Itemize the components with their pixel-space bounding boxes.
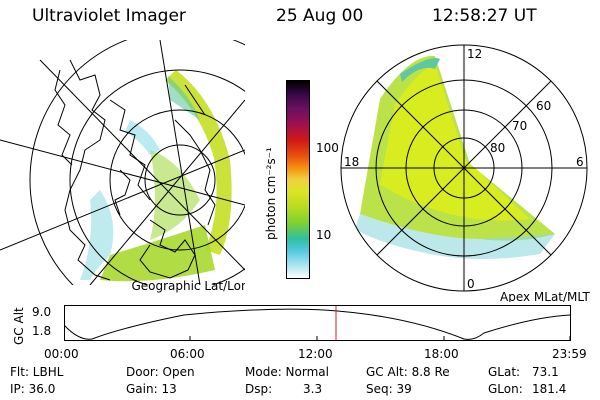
aurora-core xyxy=(380,64,530,221)
dsp-value: 3.3 xyxy=(303,382,323,396)
glon-value: 181.4 xyxy=(532,382,567,396)
seq-label: Seq: 39 xyxy=(366,382,412,396)
orbit-xtick-2359: 23:59 xyxy=(552,347,587,361)
orbit-xtick-0600: 06:00 xyxy=(170,347,205,361)
orbit-xtick-1800: 18:00 xyxy=(424,347,459,361)
mlt-label-6: 6 xyxy=(576,155,584,169)
colorbar xyxy=(286,80,310,279)
mag-caption: Apex MLat/MLT xyxy=(500,290,590,302)
glat-label: GLat: xyxy=(488,365,521,379)
mlt-label-0: 0 xyxy=(467,277,475,291)
mlat-label-80: 80 xyxy=(490,141,505,155)
aurora-diffuse-left xyxy=(80,190,114,280)
orbit-altitude-plot xyxy=(64,305,571,341)
orbit-ytick-high: 9.0 xyxy=(32,305,52,319)
aurora-oval-lower xyxy=(100,225,215,282)
aurora-edge xyxy=(400,58,440,82)
mlat-label-60: 60 xyxy=(536,99,551,113)
orbit-ytick-low: 1.8 xyxy=(32,324,52,338)
colorbar-tick-100: 100 xyxy=(316,141,339,155)
mode-label: Mode: Normal xyxy=(245,365,329,379)
orbit-xtick-0000: 00:00 xyxy=(44,347,79,361)
orbit-ylabel: GC Alt xyxy=(12,307,26,345)
dsp-label: Dsp: xyxy=(245,382,273,396)
geo-caption: Geographic Lat/Lon xyxy=(131,279,245,293)
glon-label: GLon: xyxy=(488,382,523,396)
aurora-diffuse xyxy=(355,214,555,259)
instrument-title: Ultraviolet Imager xyxy=(32,6,186,26)
coastlines xyxy=(54,59,216,281)
mlt-label-12: 12 xyxy=(467,47,482,61)
gc-alt-label: GC Alt: 8.8 Re xyxy=(366,365,450,379)
mlat-label-70: 70 xyxy=(512,119,527,133)
time-label: 12:58:27 UT xyxy=(432,6,537,26)
aurora-oval-inner xyxy=(168,76,200,120)
filter-label: Flt: LBHL xyxy=(10,365,64,379)
aurora-oval-band xyxy=(165,70,232,255)
apex-mlat-mlt-panel: 12 18 6 0 60 70 80 Apex MLat/MLT xyxy=(340,44,590,302)
orbit-altitude-curve xyxy=(64,308,571,340)
glat-value: 73.1 xyxy=(532,365,559,379)
aurora-diffuse-top xyxy=(125,120,160,155)
ip-label: IP: 36.0 xyxy=(10,382,56,396)
colorbar-unit-label: photon cm⁻²s⁻¹ xyxy=(264,147,278,240)
orbit-xtick-1200: 12:00 xyxy=(298,347,333,361)
colorbar-tick-10: 10 xyxy=(316,228,332,242)
date-label: 25 Aug 00 xyxy=(276,6,364,26)
geographic-map-panel: Geographic Lat/Lon xyxy=(0,40,245,293)
aurora-oval-mid xyxy=(150,150,200,240)
door-label: Door: Open xyxy=(126,365,195,379)
gain-label: Gain: 13 xyxy=(126,382,177,396)
mlt-label-18: 18 xyxy=(344,155,359,169)
